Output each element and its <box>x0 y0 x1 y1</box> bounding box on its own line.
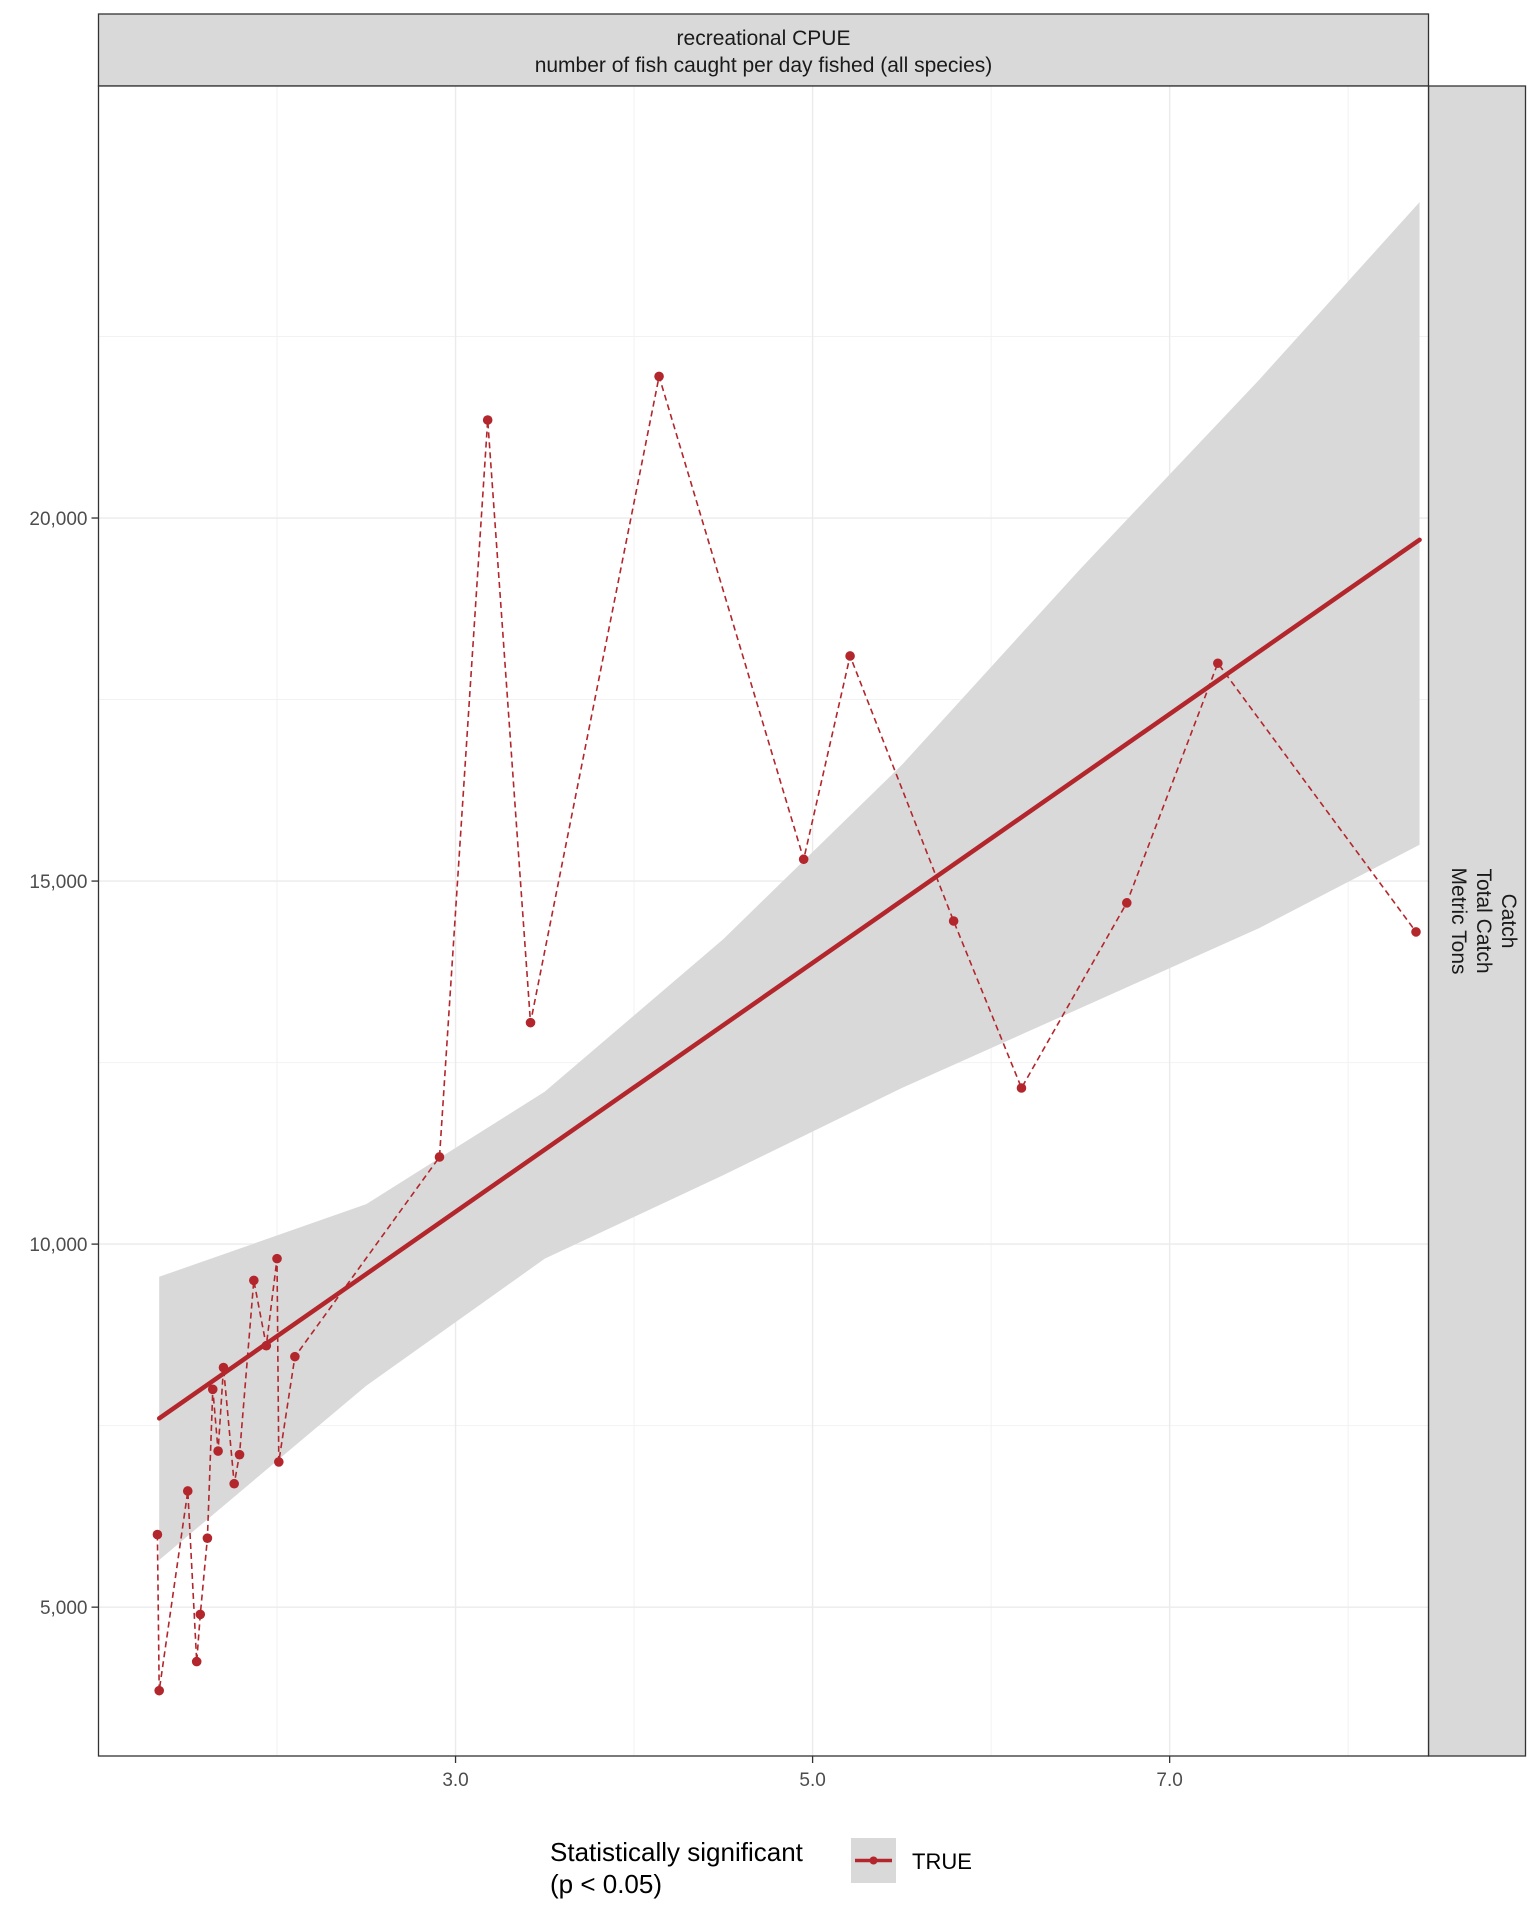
data-point <box>195 1609 206 1620</box>
y-tick-label: 15,000 <box>29 872 87 893</box>
data-point <box>229 1478 239 1489</box>
y-tick-label: 10,000 <box>29 1235 87 1256</box>
row-strip-line2: Total Catch <box>1472 868 1495 973</box>
data-point <box>152 1529 163 1540</box>
data-point <box>290 1351 300 1362</box>
data-point <box>234 1449 245 1460</box>
data-point <box>845 651 855 661</box>
y-tick-label: 5,000 <box>40 1598 88 1619</box>
x-tick-label: 3.0 <box>442 1770 468 1791</box>
legend-key-point <box>869 1856 878 1865</box>
data-point <box>261 1340 272 1351</box>
data-point <box>202 1533 213 1543</box>
legend-title-line1: Statistically significant <box>550 1837 804 1867</box>
facet-title-line2: number of fish caught per day fished (al… <box>535 54 993 77</box>
legend-title-line2: (p < 0.05) <box>550 1869 662 1899</box>
row-strip-line3: Metric Tons <box>1447 868 1470 975</box>
row-strip-line1: Catch <box>1497 894 1520 949</box>
data-point <box>1411 927 1421 937</box>
data-point <box>191 1656 202 1667</box>
legend-label: TRUE <box>912 1849 972 1874</box>
data-point <box>154 1685 164 1696</box>
y-axis: 5,000 10,000 15,000 20,000 <box>29 509 99 1619</box>
confidence-ribbon-layer <box>159 202 1420 1560</box>
data-point <box>213 1446 223 1456</box>
data-point <box>654 371 664 382</box>
data-point <box>207 1384 218 1395</box>
data-point <box>1016 1083 1027 1093</box>
data-point <box>434 1152 445 1162</box>
facet-title-line1: recreational CPUE <box>677 27 851 50</box>
facet-strip <box>97 13 1430 87</box>
data-point <box>1121 898 1132 908</box>
data-point <box>272 1253 282 1264</box>
y-tick-label: 20,000 <box>29 509 87 530</box>
x-tick-label: 5.0 <box>799 1770 825 1791</box>
row-strip <box>1427 85 1527 1757</box>
series-layer <box>152 371 1421 1696</box>
data-point <box>525 1017 536 1028</box>
confidence-ribbon <box>159 202 1420 1560</box>
data-point <box>218 1362 229 1373</box>
plot-panel-border <box>97 85 1430 1757</box>
x-tick-label: 7.0 <box>1156 1770 1182 1791</box>
data-point <box>274 1457 284 1467</box>
x-axis: 3.0 5.0 7.0 <box>442 1756 1183 1791</box>
data-point <box>798 854 809 865</box>
data-point <box>1213 658 1223 669</box>
data-point <box>249 1275 259 1286</box>
data-point <box>482 415 493 425</box>
data-point <box>182 1486 193 1496</box>
legend: Statistically significant (p < 0.05) TRU… <box>550 1837 972 1899</box>
data-point <box>948 916 959 926</box>
